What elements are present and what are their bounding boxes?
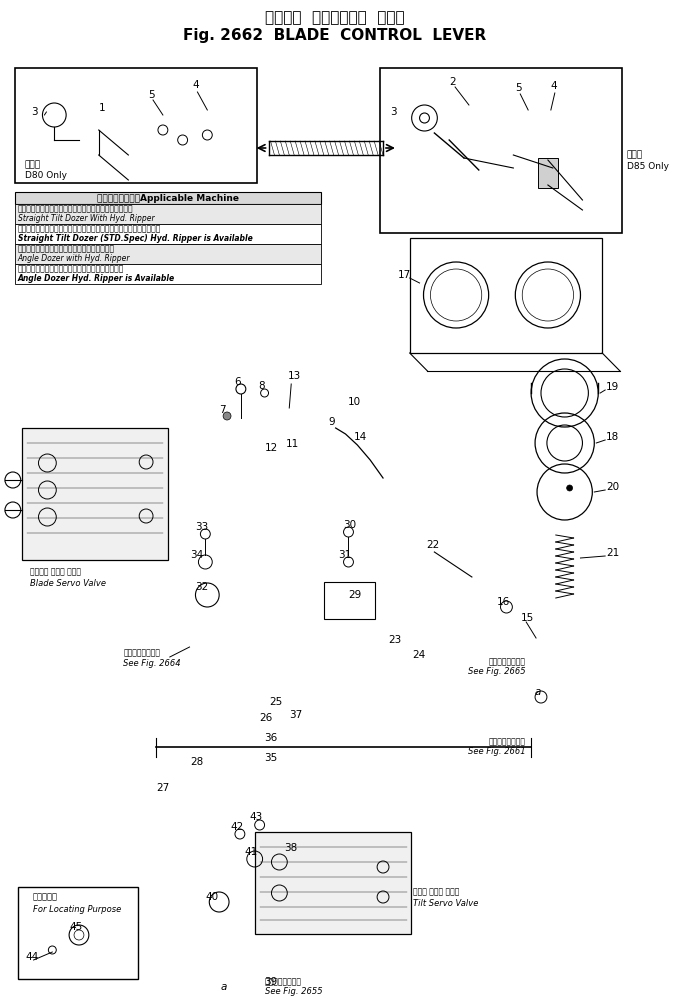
Text: 29: 29 [348,590,362,600]
Text: 7: 7 [219,405,226,415]
Bar [380,68,622,233]
Text: 13: 13 [288,371,302,381]
Text: アングルドーザハイドロリックリッパー装着可能車: アングルドーザハイドロリックリッパー装着可能車 [18,265,124,274]
Text: ストレートチルトドーザ標準仕様ハイドロリックリッパー装着可能車: ストレートチルトドーザ標準仕様ハイドロリックリッパー装着可能車 [18,224,161,233]
Bar [15,244,321,264]
Text: 44: 44 [26,952,39,962]
Text: 位置決め用: 位置決め用 [33,892,58,901]
Circle shape [420,113,429,123]
Text: 12: 12 [264,443,278,453]
Text: a: a [535,687,542,697]
Bar [15,264,321,284]
Text: 34: 34 [191,550,204,560]
Text: 4: 4 [551,81,557,91]
Text: 第２６５５図参照: 第２６５５図参照 [264,978,302,987]
Text: 40: 40 [205,892,218,902]
Text: 23: 23 [388,635,401,645]
Text: 38: 38 [284,843,298,853]
Text: 19: 19 [606,382,620,392]
Text: 第２６６５図参照: 第２６６５図参照 [488,658,525,667]
Text: 27: 27 [156,783,170,793]
Text: 37: 37 [290,710,302,720]
Text: 5: 5 [148,90,155,100]
Text: 31: 31 [338,550,352,560]
Text: アングルドーザハイドロリックリッパー装着車: アングルドーザハイドロリックリッパー装着車 [18,244,115,254]
Text: 専　用: 専 用 [627,151,643,160]
Text: 適　用　機　種　Applicable Machine: 適 用 機 種 Applicable Machine [97,193,239,202]
Text: 15: 15 [521,613,534,623]
Text: ストレートチルトドーザハイドロリックリッパー装着車: ストレートチルトドーザハイドロリックリッパー装着車 [18,204,134,213]
Bar [15,204,321,224]
Text: 14: 14 [353,432,367,442]
Text: See Fig. 2661: See Fig. 2661 [468,747,525,757]
Text: 1: 1 [99,103,105,113]
Bar [18,887,138,979]
Text: 10: 10 [348,397,361,407]
Text: Straight Tilt Dozer With Hyd. Ripper: Straight Tilt Dozer With Hyd. Ripper [18,213,155,222]
Bar [15,68,257,183]
Text: See Fig. 2664: See Fig. 2664 [123,659,181,668]
Text: ブレード  コントロール  レバー: ブレード コントロール レバー [265,10,405,25]
Text: 42: 42 [230,822,243,832]
Bar [255,832,411,934]
Text: 22: 22 [426,540,440,550]
Text: 専　用: 専 用 [24,161,41,169]
Bar [15,192,321,204]
Text: D85 Only: D85 Only [627,162,669,170]
Text: チルト サーボ バルブ: チルト サーボ バルブ [413,887,459,896]
Text: 5: 5 [515,83,522,93]
Text: 30: 30 [344,520,357,530]
Text: 35: 35 [264,753,278,763]
Text: 32: 32 [195,582,209,592]
Text: 36: 36 [264,733,278,743]
Text: 第２６６１図参照: 第２６６１図参照 [488,737,525,746]
Text: For Locating Purpose: For Locating Purpose [33,904,121,913]
Circle shape [567,485,573,491]
Bar [22,428,168,560]
Text: 3: 3 [32,107,38,117]
Text: 41: 41 [245,847,258,857]
Text: 28: 28 [191,757,204,767]
Text: Straight Tilt Dozer (STD.Spec) Hyd. Ripper is Available: Straight Tilt Dozer (STD.Spec) Hyd. Ripp… [18,233,252,242]
Text: 26: 26 [260,713,273,723]
Text: 18: 18 [606,432,620,442]
Text: 8: 8 [258,381,265,391]
Text: 4: 4 [193,80,199,90]
Text: Blade Servo Valve: Blade Servo Valve [30,578,106,588]
Text: 2: 2 [450,77,456,87]
Bar [410,238,602,353]
Text: 20: 20 [606,482,619,492]
Text: 6: 6 [234,377,241,387]
Text: 45: 45 [69,923,82,932]
Text: 11: 11 [286,439,300,449]
Text: Angle Dozer with Hyd. Ripper: Angle Dozer with Hyd. Ripper [18,254,130,263]
Text: 39: 39 [264,977,278,987]
Bar [324,582,375,619]
Text: 3: 3 [390,107,397,117]
Text: 9: 9 [329,417,336,427]
Text: Angle Dozer Hyd. Ripper is Available: Angle Dozer Hyd. Ripper is Available [18,274,175,283]
Text: ブレード サーボ バルブ: ブレード サーボ バルブ [30,567,81,576]
Circle shape [223,412,231,420]
Text: 16: 16 [496,597,510,607]
Text: 43: 43 [250,812,263,822]
Text: 17: 17 [398,270,411,280]
Text: See Fig. 2655: See Fig. 2655 [264,988,322,997]
Text: D80 Only: D80 Only [24,170,66,179]
Text: 21: 21 [606,548,620,558]
Text: 25: 25 [270,697,283,707]
Text: 第２６６４図参照: 第２６６４図参照 [123,649,161,658]
Text: Fig. 2662  BLADE  CONTROL  LEVER: Fig. 2662 BLADE CONTROL LEVER [183,28,486,43]
Bar [15,224,321,244]
Text: See Fig. 2665: See Fig. 2665 [468,668,525,676]
Text: Tilt Servo Valve: Tilt Servo Valve [413,899,478,908]
Text: 33: 33 [195,522,209,532]
Text: 24: 24 [413,650,426,660]
Bar [538,158,558,188]
Text: a: a [220,982,226,992]
